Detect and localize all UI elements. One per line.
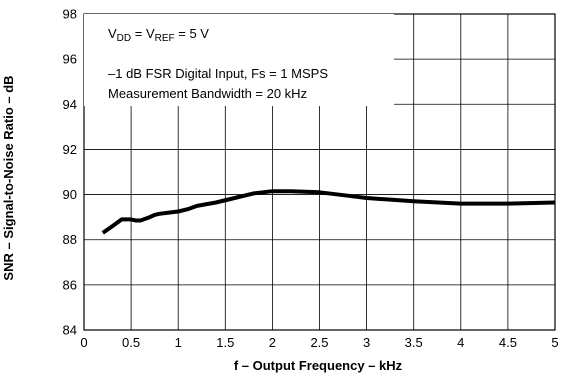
x-tick-label: 1 — [175, 335, 182, 350]
x-tick-label: 0.5 — [122, 335, 140, 350]
condition-input-fs: –1 dB FSR Digital Input, Fs = 1 MSPS — [108, 66, 328, 81]
y-tick-label: 88 — [63, 232, 77, 247]
y-tick-label: 96 — [63, 52, 77, 67]
y-tick-label: 90 — [63, 187, 77, 202]
y-axis-title: SNR – Signal-to-Noise Ratio – dB — [1, 75, 16, 280]
annotation-box — [84, 14, 394, 106]
y-tick-label: 92 — [63, 142, 77, 157]
x-tick-label: 4 — [457, 335, 464, 350]
y-tick-label: 84 — [63, 323, 77, 338]
y-tick-label: 86 — [63, 277, 77, 292]
v-dd-symbol: V — [108, 26, 117, 41]
x-tick-label: 4.5 — [499, 335, 517, 350]
x-axis-title: f – Output Frequency – kHz — [234, 358, 403, 373]
x-tick-label: 3.5 — [405, 335, 423, 350]
x-tick-label: 3 — [363, 335, 370, 350]
condition-vdd-vref: VDD = VREF = 5 V — [108, 26, 209, 44]
series-layer — [101, 189, 556, 235]
dd-subscript: DD — [117, 33, 131, 44]
eq-vref: = V — [131, 26, 155, 41]
y-tick-label: 94 — [63, 97, 77, 112]
x-tick-label: 2 — [269, 335, 276, 350]
tick-label-layer: 0 0.5 1 1.5 2 2.5 3 3.5 4 4.5 5 84 86 88 90 92 94 96 98 — [63, 7, 559, 351]
snr-series-line — [101, 189, 556, 235]
ref-subscript: REF — [155, 33, 175, 44]
x-tick-label: 2.5 — [310, 335, 328, 350]
y-tick-label: 98 — [63, 7, 77, 22]
eq-5v: = 5 V — [175, 26, 210, 41]
condition-bandwidth: Measurement Bandwidth = 20 kHz — [108, 86, 307, 101]
x-tick-label: 5 — [551, 335, 558, 350]
x-tick-label: 0 — [80, 335, 87, 350]
x-tick-label: 1.5 — [216, 335, 234, 350]
